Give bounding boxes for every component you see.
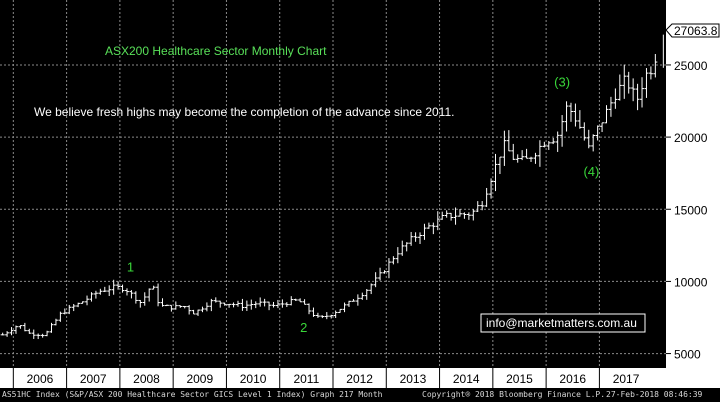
source-note-box: [480, 313, 646, 333]
y-tick-label: 10000: [674, 275, 708, 289]
last-price-box: [665, 23, 720, 38]
x-tick-label: 2016: [559, 372, 586, 386]
grid-lines: [0, 0, 666, 368]
x-tick-label: 2007: [80, 372, 107, 386]
footer-copyright: Copyright® 2018 Bloomberg Finance L.P.: [422, 390, 606, 399]
x-tick-label: 2017: [613, 372, 640, 386]
y-tick-label: 5000: [674, 348, 701, 362]
wave-label: 1: [127, 259, 134, 274]
wave-label: 2: [300, 320, 307, 335]
y-tick-label: 20000: [674, 131, 708, 145]
wave-label: (3): [554, 75, 570, 90]
y-axis-panel: [666, 0, 720, 388]
last-price-marker: 27063.8: [665, 23, 720, 38]
x-tick-label: 2013: [400, 372, 427, 386]
x-tick-label: 2010: [240, 372, 267, 386]
footer-bar: AS51HC Index (S&P/ASX 200 Healthcare Sec…: [0, 388, 720, 402]
price-bars: [0, 34, 664, 340]
footer-timestamp: 27-Feb-2018 08:46:39: [606, 390, 703, 399]
x-tick-label: 2011: [293, 372, 319, 386]
source-note-text: info@marketmatters.com.au: [486, 316, 637, 330]
y-tick-label: 25000: [674, 59, 708, 73]
x-tick-label: 2008: [133, 372, 160, 386]
x-axis-ticks: 2006 2007 2008 2009 2010 2011 2012 2013 2014 2015…: [12, 368, 640, 388]
wave-label: (4): [583, 164, 599, 179]
source-note: info@marketmatters.com.au: [480, 313, 646, 333]
y-tick-label: 15000: [674, 203, 708, 217]
y-axis-ticks: 5000 10000 15000 20000 25000: [666, 59, 708, 362]
x-tick-label: 2009: [186, 372, 213, 386]
x-tick-label: 2015: [506, 372, 533, 386]
x-tick-label: 2014: [453, 372, 480, 386]
footer-index-info: AS51HC Index (S&P/ASX 200 Healthcare Sec…: [2, 390, 383, 399]
chart-annotation: We believe fresh highs may become the co…: [34, 105, 454, 119]
x-tick-label: 2006: [27, 372, 54, 386]
last-price-label: 27063.8: [674, 24, 718, 38]
x-tick-label: 2012: [346, 372, 373, 386]
chart-title: ASX200 Healthcare Sector Monthly Chart: [105, 44, 327, 58]
wave-labels: 1 2 (3) (4): [127, 75, 599, 335]
